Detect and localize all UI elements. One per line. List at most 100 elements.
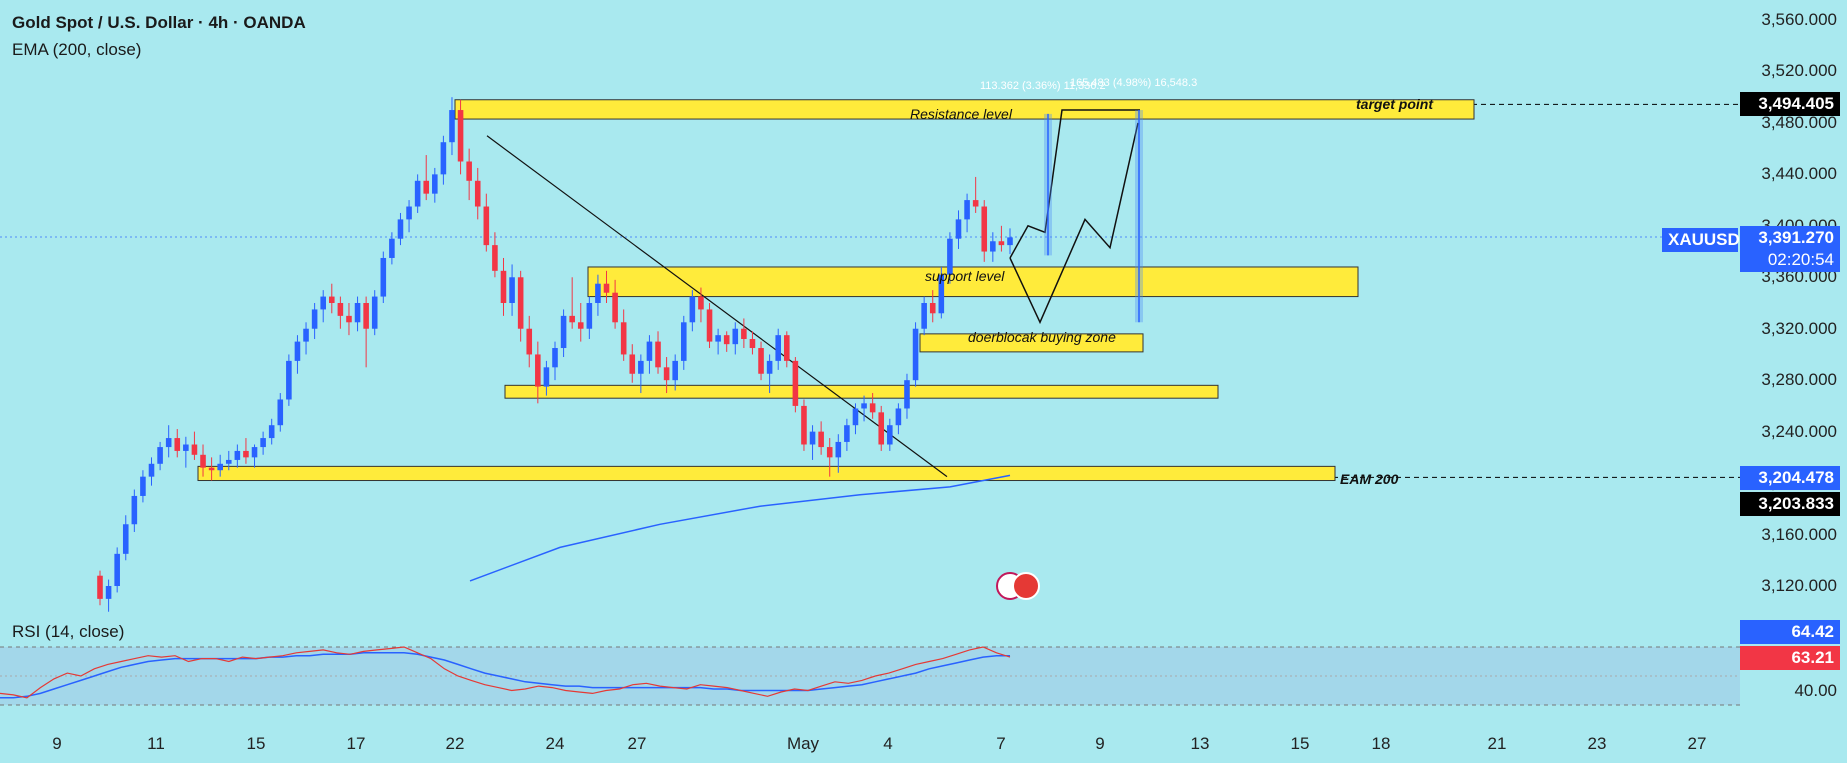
candle-body	[947, 238, 953, 275]
candle-body	[577, 322, 584, 329]
candle-body	[535, 354, 541, 387]
rsi-ma-tag[interactable]: 64.42	[1740, 620, 1840, 644]
candle-body	[672, 360, 678, 381]
time-axis-label: 18	[1371, 734, 1391, 753]
support-label: support level	[925, 268, 1005, 284]
candle-body	[414, 180, 421, 207]
support-zone	[587, 266, 1359, 298]
candle-body	[371, 296, 378, 329]
candle-body	[749, 339, 756, 349]
candle-body	[509, 277, 515, 303]
ema-line-tag[interactable]: 3,204.478	[1740, 466, 1840, 490]
candle-body	[320, 296, 326, 310]
candle-body	[526, 328, 533, 355]
candle-body	[268, 425, 275, 439]
candle-body	[698, 296, 704, 310]
price-axis-label: 3,360.000	[1761, 267, 1837, 287]
symbol-tag[interactable]: XAUUSD	[1662, 228, 1740, 252]
candle-body	[990, 241, 996, 252]
candle-body	[234, 450, 241, 460]
time-axis-label: 15	[1290, 734, 1310, 753]
candle-body	[861, 403, 867, 409]
time-axis-label: 23	[1587, 734, 1607, 753]
candle-body	[208, 467, 215, 471]
projection-path-2	[1009, 122, 1139, 325]
candle-body	[629, 354, 636, 374]
candle-body	[131, 495, 138, 525]
candle-body	[766, 360, 773, 374]
candle-body	[277, 399, 284, 426]
candle-body	[165, 438, 172, 448]
candle-body	[560, 315, 567, 349]
resistance-label: Resistance level	[910, 106, 1012, 122]
candle-body	[286, 360, 292, 400]
candle-body	[500, 270, 507, 303]
ema-indicator-label[interactable]: EMA (200, close)	[12, 40, 142, 59]
candle-body	[389, 238, 395, 258]
time-axis-label: 21	[1487, 734, 1507, 753]
candle-body	[680, 322, 687, 361]
resistance-zone	[454, 99, 1475, 120]
candle-body	[998, 241, 1005, 246]
candle-body	[466, 161, 472, 181]
candle-body	[620, 322, 627, 355]
rsi-value-tag[interactable]: 63.21	[1740, 646, 1840, 670]
price-axis-label: 3,120.000	[1761, 576, 1837, 595]
candle-body	[775, 335, 781, 361]
candle-body	[260, 438, 266, 448]
candle-body	[105, 586, 112, 599]
candle-body	[689, 296, 696, 323]
time-axis-label: 22	[445, 734, 465, 753]
target-price-tag[interactable]: 3,494.405	[1740, 92, 1840, 116]
measure-label-2: 165.483 (4.98%) 16,548.3	[1070, 77, 1198, 89]
price-axis-label: 3,160.000	[1761, 524, 1837, 544]
projection-path-1	[1009, 109, 1140, 259]
measure-label-1: 113.362 (3.36%) 11,336.2	[980, 80, 1106, 92]
candle-body	[200, 454, 206, 468]
candle-body	[887, 425, 893, 445]
candle-body	[595, 283, 601, 303]
candle-body	[303, 328, 309, 342]
candle-body	[586, 303, 593, 329]
candle-body	[406, 206, 412, 220]
time-axis-label: 24	[545, 734, 565, 753]
candle-body	[114, 553, 120, 586]
rsi-axis-label: 40.00	[1794, 681, 1837, 700]
time-axis-label: 4	[883, 734, 893, 753]
candle-body	[603, 283, 610, 293]
candle-body	[929, 303, 936, 314]
current-price-tag[interactable]: 3,391.270	[1740, 226, 1840, 250]
mid-zone	[504, 384, 1219, 399]
candle-body	[174, 438, 181, 451]
candle-body	[809, 431, 816, 445]
rsi-indicator-label[interactable]: RSI (14, close)	[12, 622, 125, 641]
candle-body	[758, 348, 764, 374]
price-axis-label: 3,480.000	[1761, 112, 1837, 132]
countdown-tag: 02:20:54	[1740, 248, 1840, 272]
candle-body	[148, 463, 155, 477]
base-zone	[197, 465, 1336, 482]
candle-body	[363, 303, 369, 329]
ema-value-tag[interactable]: 3,203.833	[1740, 492, 1840, 516]
candle-body	[122, 524, 129, 554]
symbol-title: Gold Spot / U.S. Dollar · 4h · OANDA	[12, 13, 306, 32]
candle-body	[869, 403, 876, 413]
rsi-line	[0, 646, 1011, 699]
candle-body	[251, 447, 258, 458]
candle-body	[449, 110, 455, 143]
rsi-ma-line	[0, 652, 1010, 699]
candle-body	[723, 335, 730, 345]
candle-body	[474, 180, 481, 207]
candle-body	[912, 328, 919, 381]
price-axis-label: 3,240.000	[1761, 421, 1837, 441]
candle-body	[895, 408, 902, 426]
candle-body	[337, 303, 344, 316]
candle-body	[921, 303, 927, 329]
candle-body	[972, 200, 979, 207]
candle-body	[715, 335, 721, 342]
candle-body	[543, 367, 550, 387]
time-axis-label: 13	[1190, 734, 1210, 753]
candle-body	[517, 277, 524, 329]
candle-body	[801, 405, 807, 445]
